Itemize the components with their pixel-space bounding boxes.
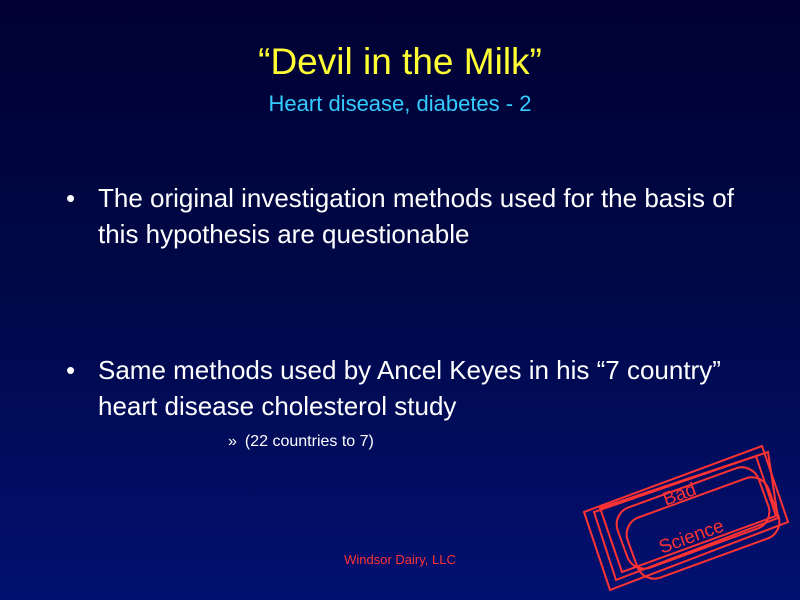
- sub-bullet: » (22 countries to 7): [228, 432, 374, 452]
- sub-bullet-text: (22 countries to 7): [244, 433, 374, 450]
- sub-bullet-marker: »: [228, 433, 237, 450]
- bullet-text: The original investigation methods used …: [98, 183, 734, 249]
- footer-text: Windsor Dairy, LLC: [344, 552, 456, 567]
- bullet-text: Same methods used by Ancel Keyes in his …: [98, 355, 721, 421]
- bullet-marker: •: [66, 355, 76, 385]
- slide-title: “Devil in the Milk”: [258, 41, 542, 82]
- stamp-frame-icon: [582, 444, 790, 592]
- slide-subtitle: Heart disease, diabetes - 2: [268, 91, 532, 116]
- bullet-marker: •: [66, 183, 76, 213]
- bad-science-stamp: Bad Science: [580, 440, 800, 600]
